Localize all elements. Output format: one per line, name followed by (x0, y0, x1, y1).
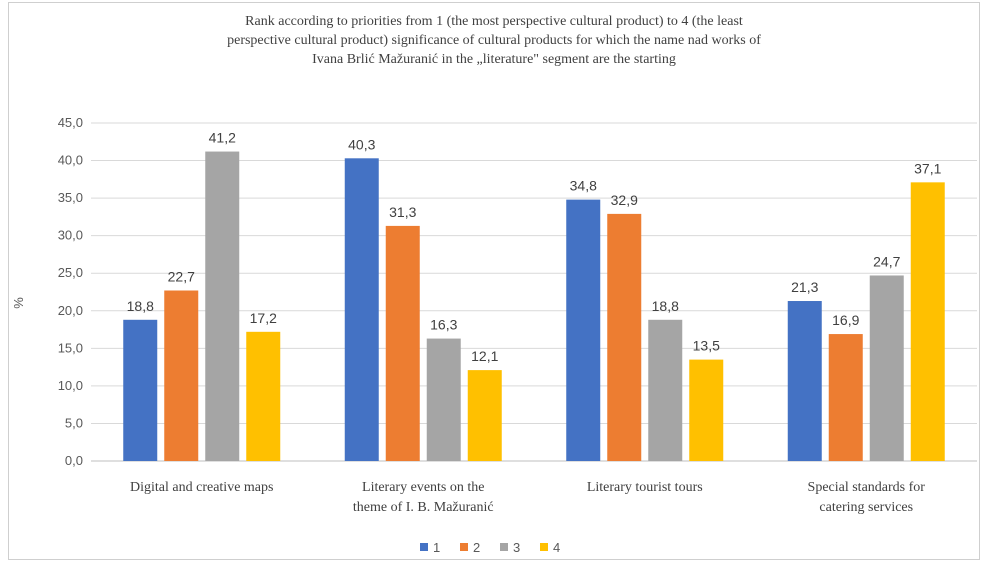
y-tick-label: 45,0 (58, 115, 83, 130)
bar-series-2 (164, 290, 199, 461)
data-label: 41,2 (209, 130, 236, 146)
data-label: 16,9 (832, 312, 859, 328)
bar-series-1 (123, 319, 158, 461)
y-tick-label: 40,0 (58, 153, 83, 168)
x-category-label: Literary tourist tours (587, 480, 703, 495)
data-label: 13,5 (693, 338, 720, 354)
chart-title-line: Rank according to priorities from 1 (the… (245, 14, 743, 29)
y-tick-label: 30,0 (58, 228, 83, 243)
chart-title-line: Ivana Brlić Mažuranić in the „literature… (312, 52, 676, 67)
chart-frame: Rank according to priorities from 1 (the… (8, 2, 980, 560)
data-label: 18,8 (652, 298, 679, 314)
legend-swatch-4 (540, 543, 548, 551)
y-tick-label: 0,0 (65, 453, 83, 468)
bar-series-4 (467, 370, 502, 461)
data-label: 21,3 (791, 279, 818, 295)
bar-series-3 (869, 275, 904, 461)
bar-series-4 (910, 182, 945, 462)
data-label: 12,1 (471, 348, 498, 364)
bar-series-4 (689, 359, 724, 461)
y-tick-label: 10,0 (58, 378, 83, 393)
data-label: 31,3 (389, 204, 416, 220)
bar-series-3 (205, 151, 240, 461)
x-category-label: Literary events on the (362, 480, 484, 495)
bar-series-2 (828, 334, 863, 461)
legend-label: 4 (553, 540, 560, 555)
x-axis-categories: Digital and creative maps Literary events… (130, 480, 925, 515)
y-tick-label: 15,0 (58, 340, 83, 355)
bars (123, 151, 945, 462)
x-category-label: Digital and creative maps (130, 480, 273, 495)
y-axis-ticks: 0,0 5,0 10,0 15,0 20,0 25,0 30,0 35,0 40,0 45,0 (58, 115, 83, 468)
data-label: 32,9 (611, 192, 638, 208)
data-labels: 18,8 22,7 41,2 17,2 40,3 31,3 16,3 12,1 34,8 32,9… (127, 130, 942, 365)
bar-series-2 (385, 225, 420, 461)
x-category-label: catering services (819, 500, 913, 515)
chart-title-line: perspective cultural product) significan… (227, 33, 761, 48)
y-tick-label: 25,0 (58, 265, 83, 280)
data-label: 40,3 (348, 136, 375, 152)
legend-swatch-3 (500, 543, 508, 551)
y-tick-label: 20,0 (58, 303, 83, 318)
bar-series-1 (566, 199, 601, 461)
legend: 1 2 3 4 (420, 540, 560, 555)
data-label: 22,7 (168, 268, 195, 284)
legend-label: 2 (473, 540, 480, 555)
legend-swatch-2 (460, 543, 468, 551)
data-label: 16,3 (430, 317, 457, 333)
legend-label: 3 (513, 540, 520, 555)
chart-title: Rank according to priorities from 1 (the… (227, 14, 761, 67)
bar-series-4 (246, 331, 281, 461)
y-tick-label: 5,0 (65, 415, 83, 430)
bar-series-3 (648, 319, 683, 461)
data-label: 18,8 (127, 298, 154, 314)
x-category-label: theme of I. B. Mažuranić (353, 500, 494, 515)
bar-series-1 (787, 301, 822, 461)
bar-chart: Rank according to priorities from 1 (the… (11, 14, 977, 555)
legend-label: 1 (433, 540, 440, 555)
data-label: 37,1 (914, 160, 941, 176)
data-label: 34,8 (570, 178, 597, 194)
legend-swatch-1 (420, 543, 428, 551)
bar-series-2 (607, 213, 642, 461)
data-label: 24,7 (873, 253, 900, 269)
bar-series-3 (426, 338, 461, 461)
y-tick-label: 35,0 (58, 190, 83, 205)
data-label: 17,2 (250, 310, 277, 326)
y-axis-label: % (11, 297, 26, 309)
bar-series-1 (344, 158, 379, 461)
x-category-label: Special standards for (808, 480, 926, 495)
